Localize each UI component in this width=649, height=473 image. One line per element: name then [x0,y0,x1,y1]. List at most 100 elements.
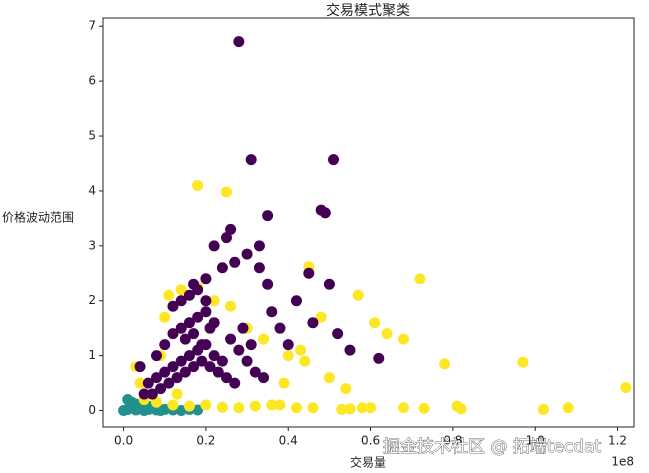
point [356,402,368,414]
point [295,344,307,356]
point [344,403,356,415]
point [241,248,253,260]
point [258,333,270,345]
point [233,36,245,48]
point [183,350,195,362]
point [159,339,171,351]
point [183,400,195,412]
point [253,240,265,252]
point [175,355,187,367]
point [179,333,191,345]
point [225,333,237,345]
y-axis-label: 价格波动范围 [2,210,74,225]
point [146,388,158,400]
point [196,355,208,367]
point [282,350,294,362]
point [171,372,183,384]
point [216,262,228,274]
point [307,402,319,414]
point [175,295,187,307]
point [315,311,327,323]
point [328,154,340,166]
point [266,306,278,318]
point [122,394,134,406]
watermark: 掘金技术社区 @ 拓端tecdat [383,437,601,457]
point [299,355,311,367]
point [365,402,377,414]
point [233,402,245,414]
point [220,186,232,198]
point [262,210,274,222]
point [220,232,232,244]
point [274,322,286,334]
point [237,322,249,334]
point [134,377,146,389]
point [253,262,265,274]
point [258,372,270,384]
point [163,289,175,301]
point [323,372,335,384]
point [262,278,274,290]
x-tick-label: 1.2 [608,434,627,448]
point [208,295,220,307]
point [167,300,179,312]
point [245,154,257,166]
point [369,317,381,329]
x-tick-label: 1.0 [526,434,545,448]
point [196,339,208,351]
point [151,350,163,362]
point [179,366,191,378]
point [229,256,241,268]
point [290,402,302,414]
point [200,306,212,318]
point [167,399,179,411]
point [192,179,204,191]
point [225,300,237,312]
point [278,377,290,389]
point [266,399,278,411]
point [216,401,228,413]
point [249,400,261,412]
point [188,278,200,290]
point [397,402,409,414]
point [455,403,467,415]
point [332,328,344,340]
y-tick-label: 7 [88,19,96,33]
point [155,383,167,395]
point [381,328,393,340]
point [151,396,163,408]
point [175,322,187,334]
point [200,273,212,285]
point [397,333,409,345]
point [562,402,574,414]
point [225,223,237,235]
point [183,289,195,301]
point [183,317,195,329]
point [167,328,179,340]
point [229,377,241,389]
point [414,273,426,285]
point [138,388,150,400]
x-axis-label: 交易量 [350,455,386,470]
point [352,289,364,301]
point [159,366,171,378]
point [282,339,294,351]
point [336,403,348,415]
point [208,350,220,362]
chart-title: 交易模式聚类 [326,2,410,19]
y-tick-label: 3 [88,238,96,252]
x-tick-label: 0.0 [114,434,133,448]
point [216,355,228,367]
point [220,372,232,384]
axes-frame [102,17,635,428]
point [620,381,632,393]
y-tick-label: 5 [88,129,96,143]
point [418,402,430,414]
y-tick-label: 2 [88,293,96,307]
x-tick-label: 0.6 [361,434,380,448]
point [151,372,163,384]
point [319,207,331,219]
point [159,311,171,323]
